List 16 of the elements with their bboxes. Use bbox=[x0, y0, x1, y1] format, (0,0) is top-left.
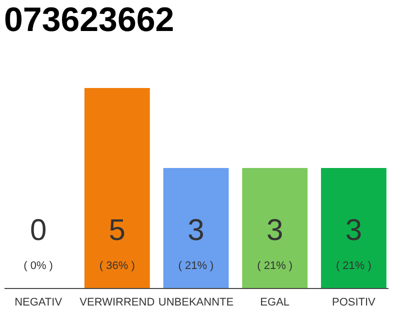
annotation: ( 21% ) bbox=[178, 260, 214, 272]
data-label: 3 bbox=[266, 214, 284, 247]
x-tick-label: UNBEKANNTE bbox=[158, 296, 234, 308]
data-label: 5 bbox=[108, 214, 126, 247]
x-tick-label: POSITIV bbox=[332, 296, 376, 308]
chart-title: 073623662 bbox=[4, 1, 174, 39]
data-label: 0 bbox=[30, 214, 47, 247]
x-tick-label: NEGATIV bbox=[14, 296, 63, 308]
data-label: 3 bbox=[188, 214, 204, 247]
annotation: ( 21% ) bbox=[336, 260, 372, 272]
data-label: 3 bbox=[345, 214, 362, 247]
x-tick-label: EGAL bbox=[260, 296, 290, 308]
annotation: ( 36% ) bbox=[99, 260, 135, 272]
annotation: ( 0% ) bbox=[24, 260, 53, 272]
x-tick-label: VERWIRREND bbox=[80, 296, 155, 308]
annotation: ( 21% ) bbox=[257, 260, 293, 272]
